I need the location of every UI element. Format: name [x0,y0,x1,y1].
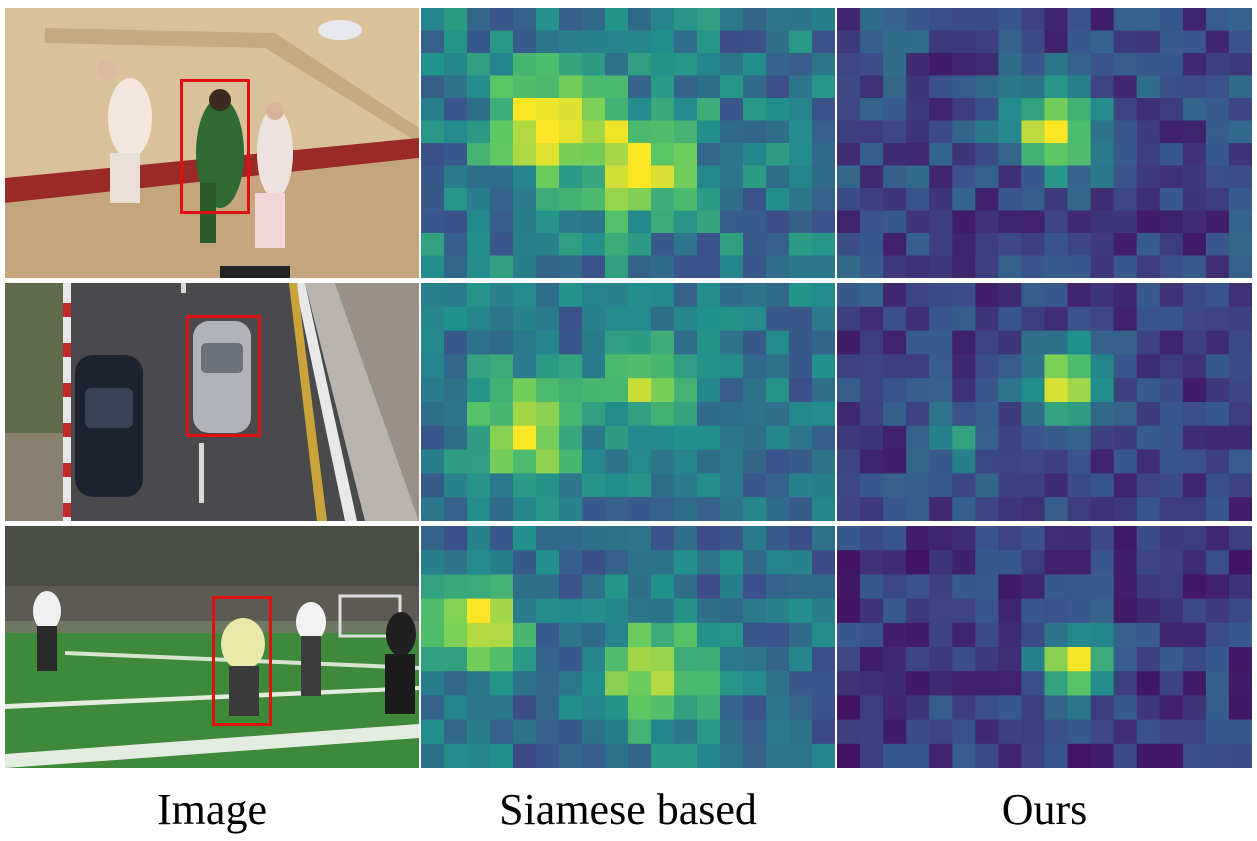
heatmap-siamese-row1 [421,8,835,278]
image-soccer-field [5,526,419,768]
image-road-cars [5,283,419,521]
heatmap-siamese-row3 [421,526,835,768]
column-caption-ours: Ours [1001,785,1088,834]
column-caption-image: Image [157,785,267,834]
heatmap-ours-row3 [837,526,1252,768]
target-bounding-box [212,596,272,726]
heatmap-ours-row1 [837,8,1252,278]
image-basketball [5,8,419,278]
heatmap-ours-row2 [837,283,1252,521]
column-caption-siamese: Siamese based [499,785,757,834]
target-bounding-box [180,79,250,214]
target-bounding-box [186,315,261,437]
heatmap-siamese-row2 [421,283,835,521]
